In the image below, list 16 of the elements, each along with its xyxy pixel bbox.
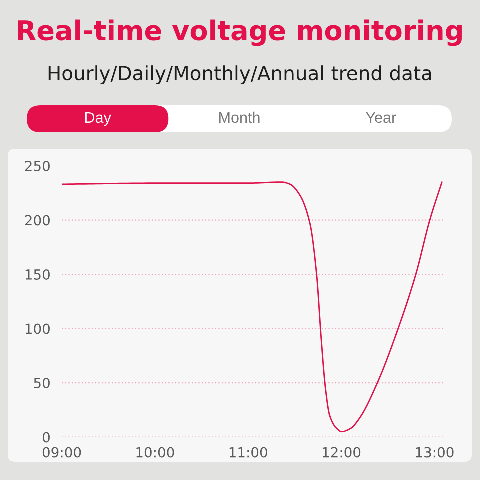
x-tick-label: 10:00 bbox=[136, 447, 174, 458]
text: Year bbox=[366, 112, 396, 124]
y-tick-label: 100 bbox=[26, 324, 50, 334]
x-tick-label: 11:00 bbox=[230, 447, 268, 458]
text: Day bbox=[86, 112, 112, 126]
y-tick-label: 200 bbox=[25, 215, 50, 226]
y-tick-label: 250 bbox=[25, 160, 50, 172]
y-tick-label: 150 bbox=[26, 269, 50, 280]
y-tick-label: 0 bbox=[42, 432, 50, 443]
text: Month bbox=[220, 112, 260, 124]
x-tick-label: 13:00 bbox=[416, 447, 454, 458]
x-tick-label: 12:00 bbox=[323, 447, 361, 458]
chart-title: Real-time voltage monitoring bbox=[18, 20, 462, 46]
y-tick-label: 50 bbox=[34, 378, 50, 389]
chart-subtitle: Hourly/Daily/Monthly/Annual trend data bbox=[48, 66, 432, 84]
x-tick-label: 09:00 bbox=[42, 447, 82, 458]
